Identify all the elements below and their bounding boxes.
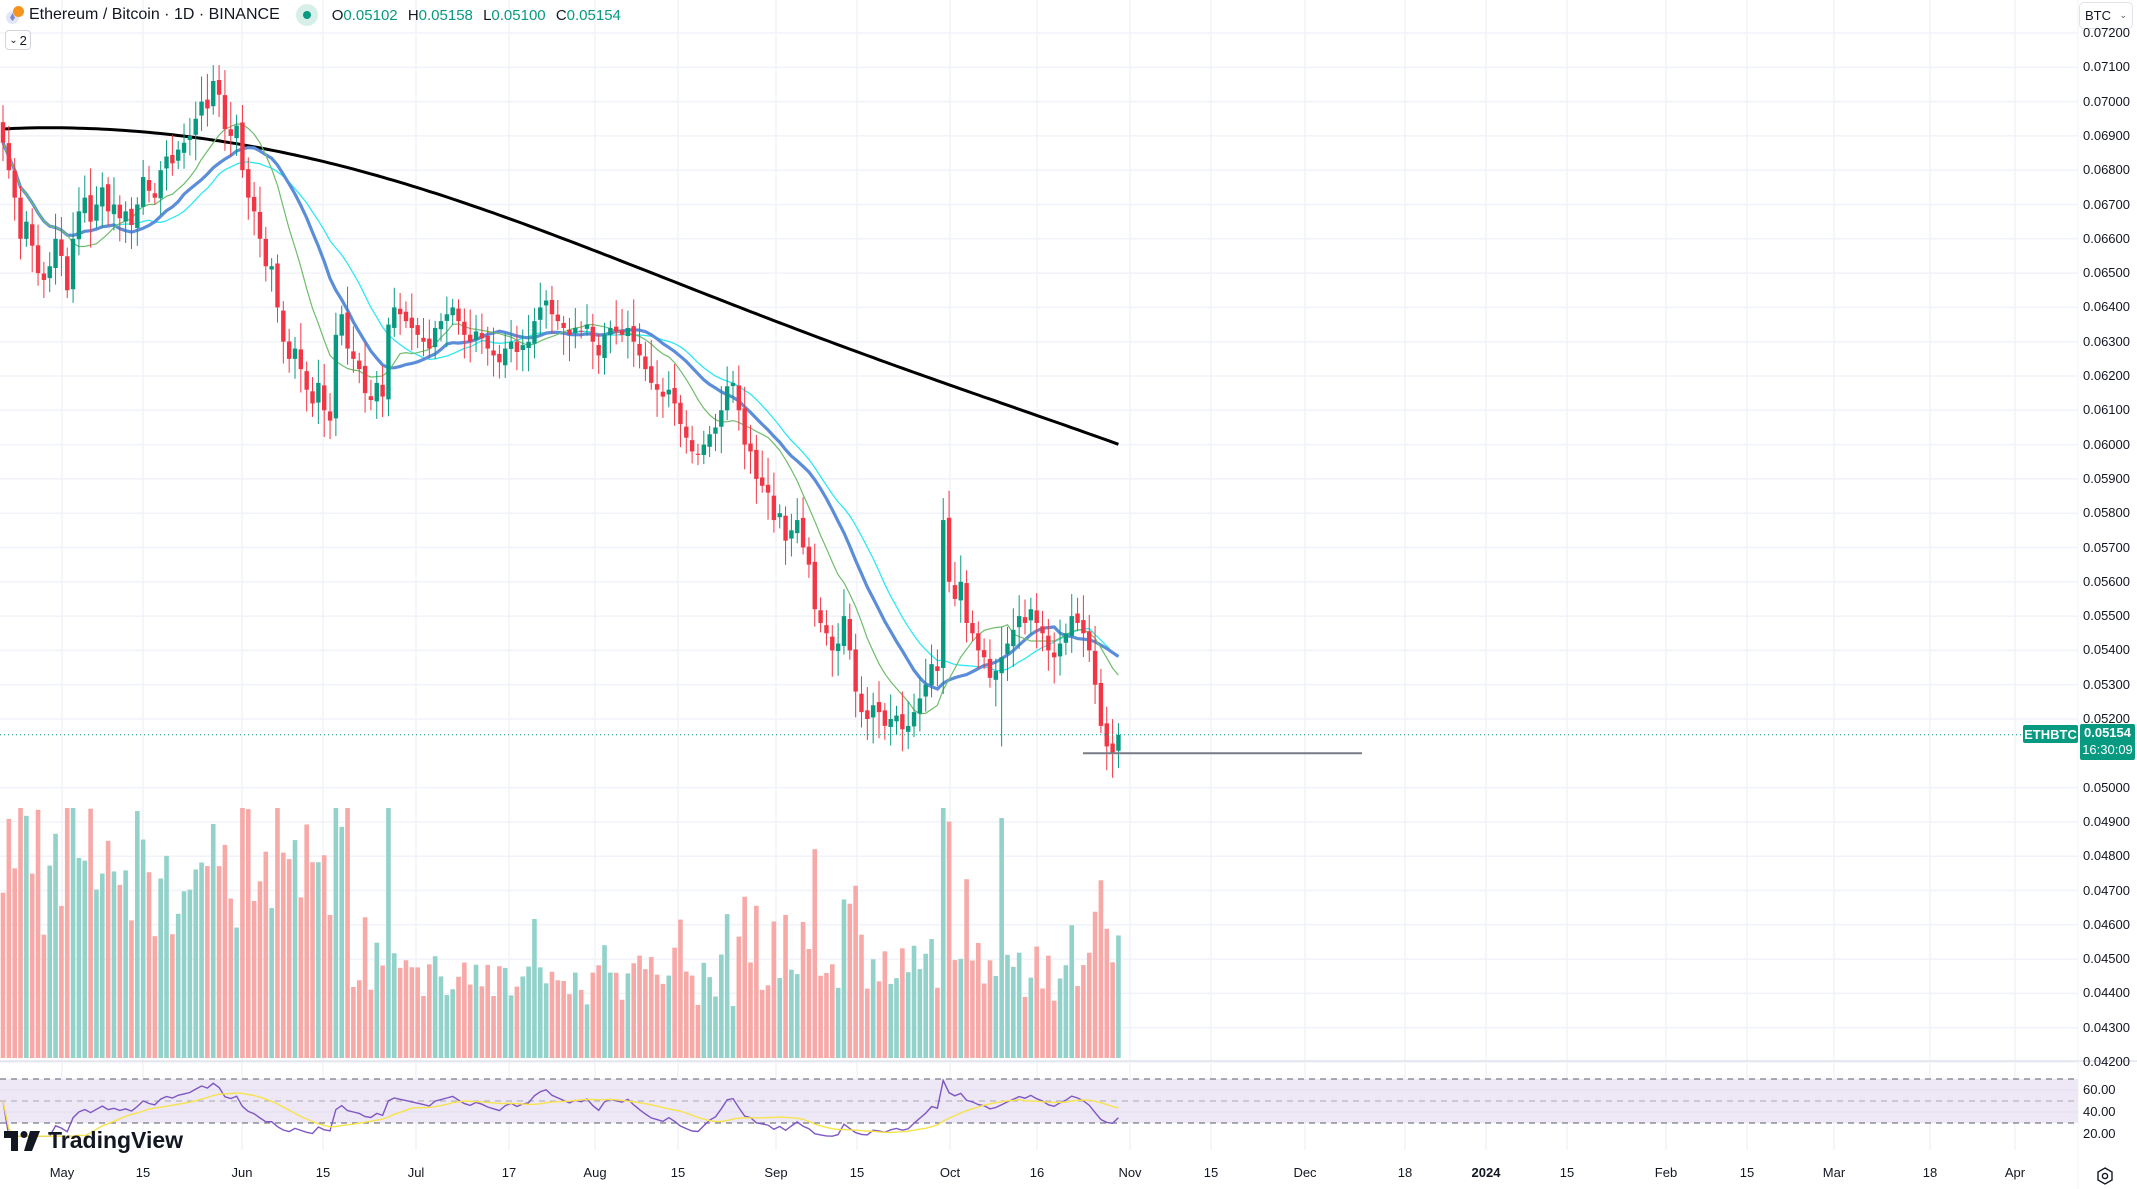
price-scale-label: 0.04300 [2083,1019,2130,1035]
time-axis-label: Sep [764,1165,788,1180]
open-label: O [331,6,344,24]
price-scale-label: 0.05700 [2083,539,2130,555]
price-scale-label: 0.06100 [2083,402,2130,418]
high-value: 0.05158 [418,6,473,24]
chart-overlays [0,734,2078,755]
ohlc-values: O0.05102 H0.05158 L0.05100 C0.05154 [332,7,627,24]
market-open-status-icon[interactable] [295,4,318,26]
price-scale-label: 0.04600 [2083,916,2130,932]
time-axis-label: Jul [407,1165,425,1180]
price-scale-label: 0.06600 [2083,230,2130,246]
time-axis-label: 15 [1559,1165,1575,1180]
rsi-scale-label: 40.00 [2083,1104,2116,1119]
price-scale-label: 0.06400 [2083,299,2130,315]
symbol-legend[interactable]: Ethereum / Bitcoin · 1D · BINANCE O0.051… [6,4,627,26]
time-axis-label: 15 [849,1165,865,1180]
time-axis-label: 18 [1922,1165,1938,1180]
price-scale-label: 0.06500 [2083,265,2130,281]
price-scale-label: 0.05600 [2083,573,2130,589]
close-label: C [555,6,567,24]
symbol-title[interactable]: Ethereum / Bitcoin · 1D · BINANCE [29,6,280,23]
price-scale-label: 0.04200 [2083,1054,2130,1069]
price-scale-label: 0.05500 [2083,608,2130,624]
price-scale-label: 0.06300 [2083,333,2130,349]
chevron-down-icon: ⌄ [9,34,18,46]
time-axis-label: Feb [1654,1165,1678,1180]
settings-gear-icon[interactable] [2096,1167,2114,1185]
time-axis-label: 15 [1203,1165,1219,1180]
time-axis-label: 15 [135,1165,151,1180]
rsi-pane [0,1078,2078,1137]
bar-countdown: 16:30:09 [2082,742,2133,757]
time-axis-label: Aug [583,1165,607,1180]
price-scale-label: 0.07200 [2083,25,2130,40]
price-scale-label: 0.05800 [2083,505,2130,521]
price-scale-label: 0.05300 [2083,676,2130,692]
price-scale-label: 0.04400 [2083,985,2130,1001]
close-value: 0.05154 [566,6,621,24]
price-scale-label: 0.06800 [2083,162,2130,178]
volume-histogram [0,808,1121,1058]
symbol-price-tag: ETHBTC [2023,725,2078,743]
price-scale-label: 0.04800 [2083,848,2130,864]
tradingview-logo-icon [4,1130,40,1151]
time-axis-label: May [49,1165,75,1180]
time-axis-label: Mar [1822,1165,1846,1180]
rsi-scale-label: 20.00 [2083,1126,2116,1141]
time-axis-label: Jun [231,1165,253,1180]
indicators-collapse-button[interactable]: ⌄ 2 [5,30,31,50]
open-value: 0.05102 [343,6,398,24]
eth-btc-pair-icon [6,6,24,24]
price-scale-label: 0.07000 [2083,93,2130,109]
chevron-down-icon: ⌄ [2119,10,2127,20]
time-axis-label: 15 [670,1165,686,1180]
low-label: L [483,6,492,24]
price-scale-label: 0.04900 [2083,813,2130,829]
tradingview-logo-text: TradingView [48,1127,184,1153]
time-axis-label: 18 [1397,1165,1413,1180]
price-scale-label: 0.06200 [2083,368,2130,383]
currency-select[interactable]: BTC ⌄ [2079,2,2133,29]
price-scale-label: 0.05400 [2083,642,2130,658]
price-scale-label: 0.05200 [2083,711,2130,726]
price-scale-label: 0.06700 [2083,196,2130,212]
time-axis-label: Dec [1293,1165,1317,1180]
indicator-count: 2 [19,32,27,48]
time-axis-label: 15 [1739,1165,1755,1180]
last-price-value: 0.05154 [2084,725,2131,740]
rsi-scale-label: 60.00 [2083,1082,2116,1097]
time-axis-label: Apr [2004,1165,2026,1180]
price-scale-label: 0.06000 [2083,436,2130,452]
currency-value: BTC [2085,8,2111,23]
price-scale-label: 0.04500 [2083,951,2130,967]
moving-averages [1,123,1120,715]
time-axis-label: 17 [501,1165,517,1180]
price-scale-label: 0.05900 [2083,470,2130,486]
price-scale-label: 0.05000 [2083,779,2130,795]
time-axis-label: 16 [1029,1165,1045,1180]
time-axis-label: 2024 [1471,1165,1501,1180]
time-axis-label: 15 [315,1165,331,1180]
time-axis-label: Nov [1118,1165,1142,1180]
last-price-label: 0.05154 16:30:09 [2080,724,2135,760]
price-scale-label: 0.06900 [2083,127,2130,143]
high-label: H [407,6,419,24]
time-axis-label: Oct [939,1165,961,1180]
price-scale-label: 0.07100 [2083,59,2130,75]
price-scale-label: 0.04700 [2083,882,2130,898]
tradingview-logo[interactable]: TradingView [4,1127,183,1154]
candlestick-series [0,65,1121,778]
low-value: 0.05100 [491,6,546,24]
